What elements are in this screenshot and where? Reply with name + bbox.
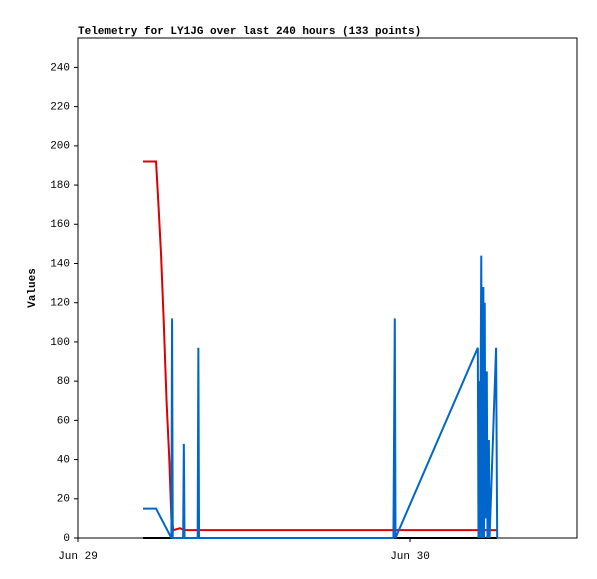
y-tick-label: 160 [50, 219, 70, 231]
y-tick-label: 240 [50, 62, 70, 74]
y-tick-label: 0 [63, 533, 70, 545]
y-tick-label: 200 [50, 141, 70, 153]
x-tick-label: Jun 29 [58, 551, 98, 563]
plot-frame [77, 37, 578, 539]
y-tick-label: 100 [50, 337, 70, 349]
y-tick-label: 180 [50, 180, 70, 192]
x-tick-label: Jun 30 [390, 551, 430, 563]
y-tick-label: 40 [57, 454, 70, 466]
y-tick-label: 20 [57, 494, 70, 506]
y-tick-label: 80 [57, 376, 70, 388]
y-tick-label: 60 [57, 415, 70, 427]
chart-title: Telemetry for LY1JG over last 240 hours … [78, 26, 421, 38]
series-line [143, 255, 499, 539]
y-tick-label: 220 [50, 102, 70, 114]
y-axis-label: Values [27, 268, 39, 308]
series-line [143, 160, 498, 532]
y-tick-label: 140 [50, 258, 70, 270]
y-tick-label: 120 [50, 298, 70, 310]
